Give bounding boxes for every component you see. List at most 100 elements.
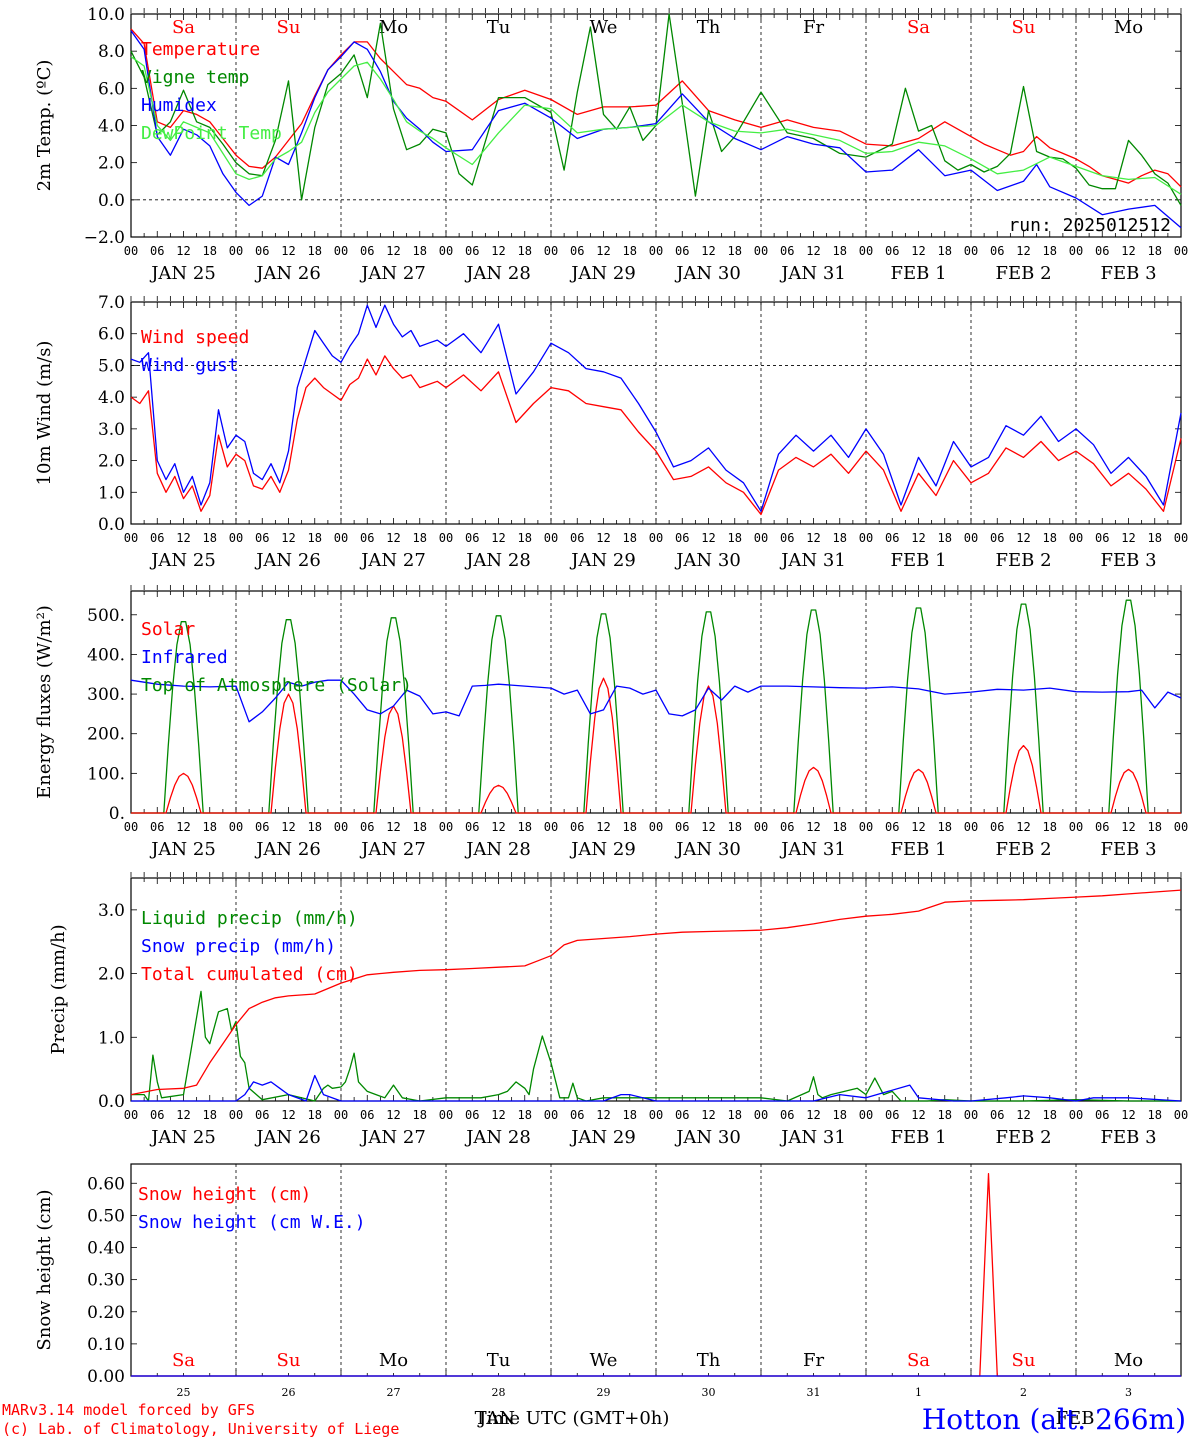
hour-tick-label: 06 bbox=[465, 820, 479, 834]
day-label: JAN 28 bbox=[464, 550, 531, 571]
hour-tick-label: 12 bbox=[596, 244, 610, 258]
hour-tick-label: 18 bbox=[413, 244, 427, 258]
legend-entry: Solar bbox=[141, 619, 195, 640]
hour-tick-label: 00 bbox=[439, 820, 453, 834]
legend-entry: Snow precip (mm/h) bbox=[141, 936, 336, 957]
weekday-label: Mo bbox=[1114, 17, 1143, 38]
hour-tick-label: 18 bbox=[203, 1108, 217, 1122]
hour-tick-label: 00 bbox=[124, 820, 138, 834]
hour-tick-label: 18 bbox=[413, 1108, 427, 1122]
hour-tick-label: 18 bbox=[833, 531, 847, 545]
hour-tick-label: 00 bbox=[1174, 531, 1188, 545]
hour-tick-label: 00 bbox=[964, 1108, 978, 1122]
hour-tick-label: 00 bbox=[964, 531, 978, 545]
y-tick-label: 0.0 bbox=[98, 191, 125, 211]
hour-tick-label: 00 bbox=[544, 531, 558, 545]
day-label: JAN 28 bbox=[464, 263, 531, 284]
day-label: FEB 2 bbox=[995, 839, 1051, 860]
hour-tick-label: 12 bbox=[596, 531, 610, 545]
hour-tick-label: 00 bbox=[964, 820, 978, 834]
hour-tick-label: 06 bbox=[675, 244, 689, 258]
y-tick-label: 0.0 bbox=[98, 515, 125, 535]
series-line bbox=[130, 304, 1182, 512]
hour-tick-label: 00 bbox=[859, 531, 873, 545]
hour-tick-label: 06 bbox=[360, 244, 374, 258]
x-axis-title: Time UTC (GMT+0h) bbox=[475, 1408, 670, 1429]
y-tick-label: 0.00 bbox=[87, 1367, 125, 1387]
hour-tick-label: 06 bbox=[570, 1108, 584, 1122]
day-label: FEB 1 bbox=[890, 839, 946, 860]
hour-tick-label: 06 bbox=[780, 244, 794, 258]
hour-tick-label: 18 bbox=[623, 244, 637, 258]
weekday-label: Su bbox=[1012, 17, 1036, 38]
hour-tick-label: 00 bbox=[1069, 531, 1083, 545]
hour-tick-label: 18 bbox=[518, 531, 532, 545]
weekday-label: Su bbox=[277, 1350, 301, 1371]
hour-tick-label: 12 bbox=[386, 820, 400, 834]
day-label: FEB 2 bbox=[995, 1127, 1051, 1148]
hour-tick-label: 06 bbox=[570, 531, 584, 545]
hour-tick-label: 18 bbox=[833, 1108, 847, 1122]
day-label: JAN 27 bbox=[359, 1127, 426, 1148]
hour-tick-label: 06 bbox=[1095, 531, 1109, 545]
day-label: JAN 31 bbox=[779, 839, 846, 860]
series-line bbox=[130, 56, 1182, 195]
day-label: FEB 3 bbox=[1100, 839, 1156, 860]
y-tick-label: −2.0 bbox=[84, 228, 125, 248]
y-tick-label: 0.40 bbox=[87, 1239, 125, 1259]
y-tick-label: 3.0 bbox=[98, 901, 125, 921]
hour-tick-label: 12 bbox=[911, 820, 925, 834]
hour-tick-label: 18 bbox=[308, 531, 322, 545]
day-label: JAN 31 bbox=[779, 550, 846, 571]
hour-tick-label: 18 bbox=[413, 531, 427, 545]
hour-tick-label: 06 bbox=[1095, 244, 1109, 258]
hour-tick-label: 12 bbox=[176, 244, 190, 258]
hour-tick-label: 06 bbox=[150, 1108, 164, 1122]
hour-tick-label: 00 bbox=[439, 531, 453, 545]
hour-tick-label: 12 bbox=[281, 820, 295, 834]
y-tick-label: 1.0 bbox=[98, 1028, 125, 1048]
hour-tick-label: 00 bbox=[544, 1108, 558, 1122]
weekday-label: Mo bbox=[379, 17, 408, 38]
legend-entry: Infrared bbox=[141, 647, 228, 668]
hour-tick-label: 18 bbox=[1043, 820, 1057, 834]
hour-tick-label: 00 bbox=[649, 531, 663, 545]
y-axis-label: Snow height (cm) bbox=[34, 1189, 55, 1350]
hour-tick-label: 06 bbox=[1095, 820, 1109, 834]
hour-tick-label: 12 bbox=[491, 1108, 505, 1122]
hour-tick-label: 12 bbox=[176, 1108, 190, 1122]
hour-tick-label: 18 bbox=[728, 244, 742, 258]
hour-tick-label: 18 bbox=[413, 820, 427, 834]
day-label: JAN 29 bbox=[569, 550, 636, 571]
hour-tick-label: 12 bbox=[911, 531, 925, 545]
day-number: 26 bbox=[282, 1386, 296, 1399]
day-label: JAN 30 bbox=[674, 263, 741, 284]
day-label: JAN 27 bbox=[359, 263, 426, 284]
hour-tick-label: 12 bbox=[176, 531, 190, 545]
hour-tick-label: 06 bbox=[990, 244, 1004, 258]
y-tick-label: 0.60 bbox=[87, 1174, 125, 1194]
hour-tick-label: 00 bbox=[439, 1108, 453, 1122]
hour-tick-label: 06 bbox=[780, 531, 794, 545]
hour-tick-label: 00 bbox=[229, 820, 243, 834]
hour-tick-label: 12 bbox=[281, 1108, 295, 1122]
hour-tick-label: 12 bbox=[1016, 531, 1030, 545]
y-tick-label: 200. bbox=[87, 725, 125, 745]
legend-entry: Liquid precip (mm/h) bbox=[141, 908, 358, 929]
chart-panel-3: 00 06 12 18 00 06 12 18 00 06 12 18 00 06 12 18 00 06 12 18… bbox=[34, 585, 1188, 860]
hour-tick-label: 00 bbox=[649, 244, 663, 258]
day-label: JAN 29 bbox=[569, 1127, 636, 1148]
weekday-label: Tu bbox=[487, 1350, 511, 1371]
day-label: FEB 3 bbox=[1100, 263, 1156, 284]
hour-tick-label: 00 bbox=[124, 244, 138, 258]
day-label: JAN 26 bbox=[254, 1127, 321, 1148]
y-tick-label: 2.0 bbox=[98, 452, 125, 472]
series-line bbox=[130, 355, 1182, 516]
weekday-label: Fr bbox=[803, 1350, 824, 1371]
hour-tick-label: 12 bbox=[806, 244, 820, 258]
hour-tick-label: 12 bbox=[701, 531, 715, 545]
hour-tick-label: 12 bbox=[491, 531, 505, 545]
legend-entry: Vigne temp bbox=[141, 67, 249, 88]
hour-tick-label: 18 bbox=[308, 244, 322, 258]
